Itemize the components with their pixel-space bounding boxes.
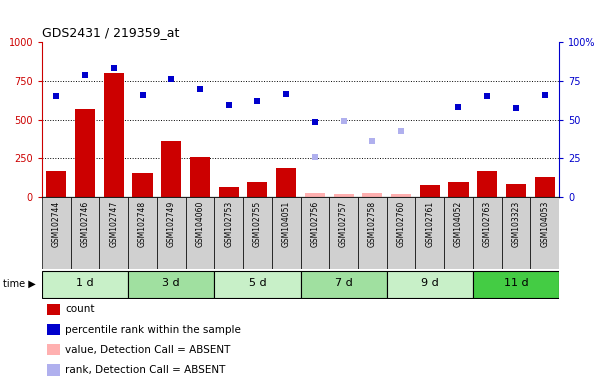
Bar <box>448 182 469 197</box>
Text: time ▶: time ▶ <box>3 279 36 289</box>
Text: GSM104051: GSM104051 <box>282 200 291 247</box>
Bar <box>128 197 157 269</box>
Bar <box>334 194 353 197</box>
Text: GSM103323: GSM103323 <box>511 200 520 247</box>
Bar <box>46 170 67 197</box>
Text: GSM102761: GSM102761 <box>426 200 435 247</box>
Bar <box>243 197 272 269</box>
Bar <box>219 187 239 197</box>
Text: GSM102746: GSM102746 <box>81 200 90 247</box>
Bar <box>272 197 300 269</box>
Text: GSM102753: GSM102753 <box>224 200 233 247</box>
Bar <box>47 304 60 315</box>
Bar <box>248 182 267 197</box>
Text: 3 d: 3 d <box>162 278 180 288</box>
Bar <box>444 197 473 269</box>
Bar <box>276 168 296 197</box>
Text: rank, Detection Call = ABSENT: rank, Detection Call = ABSENT <box>66 365 225 375</box>
Bar <box>75 109 95 197</box>
Bar <box>534 177 555 197</box>
Bar <box>473 197 502 269</box>
Text: GSM102755: GSM102755 <box>253 200 262 247</box>
Bar <box>419 185 440 197</box>
Text: percentile rank within the sample: percentile rank within the sample <box>66 324 241 334</box>
Bar <box>386 270 473 298</box>
Bar <box>71 197 99 269</box>
Bar <box>128 270 215 298</box>
Bar <box>305 193 325 197</box>
Bar <box>104 73 124 197</box>
Text: GDS2431 / 219359_at: GDS2431 / 219359_at <box>42 26 179 40</box>
Text: GSM102747: GSM102747 <box>109 200 118 247</box>
Bar <box>358 197 386 269</box>
Bar <box>190 157 210 197</box>
Bar <box>300 197 329 269</box>
Bar <box>186 197 215 269</box>
Text: GSM102748: GSM102748 <box>138 200 147 247</box>
Bar <box>215 270 300 298</box>
Bar <box>477 171 497 197</box>
Bar <box>391 194 411 197</box>
Bar <box>47 324 60 335</box>
Bar <box>362 193 382 197</box>
Text: value, Detection Call = ABSENT: value, Detection Call = ABSENT <box>66 345 231 355</box>
Bar <box>42 270 128 298</box>
Bar <box>99 197 128 269</box>
Text: GSM102757: GSM102757 <box>339 200 348 247</box>
Bar <box>329 197 358 269</box>
Text: GSM102756: GSM102756 <box>310 200 319 247</box>
Text: 7 d: 7 d <box>335 278 352 288</box>
Bar <box>157 197 186 269</box>
Text: GSM102749: GSM102749 <box>166 200 175 247</box>
Bar <box>300 270 386 298</box>
Text: GSM102744: GSM102744 <box>52 200 61 247</box>
Text: GSM104053: GSM104053 <box>540 200 549 247</box>
Text: 11 d: 11 d <box>504 278 528 288</box>
Text: count: count <box>66 304 95 314</box>
Bar <box>386 197 415 269</box>
Bar <box>506 184 526 197</box>
Text: 9 d: 9 d <box>421 278 439 288</box>
Bar <box>132 173 153 197</box>
Text: GSM104052: GSM104052 <box>454 200 463 247</box>
Text: 1 d: 1 d <box>76 278 94 288</box>
Bar <box>415 197 444 269</box>
Text: GSM104060: GSM104060 <box>195 200 204 247</box>
Bar <box>502 197 530 269</box>
Text: GSM102758: GSM102758 <box>368 200 377 247</box>
Bar <box>42 197 71 269</box>
Bar <box>215 197 243 269</box>
Bar <box>47 364 60 376</box>
Bar <box>161 141 182 197</box>
Bar <box>530 197 559 269</box>
Text: GSM102760: GSM102760 <box>397 200 406 247</box>
Bar <box>47 344 60 356</box>
Text: 5 d: 5 d <box>249 278 266 288</box>
Text: GSM102763: GSM102763 <box>483 200 492 247</box>
Bar <box>473 270 559 298</box>
